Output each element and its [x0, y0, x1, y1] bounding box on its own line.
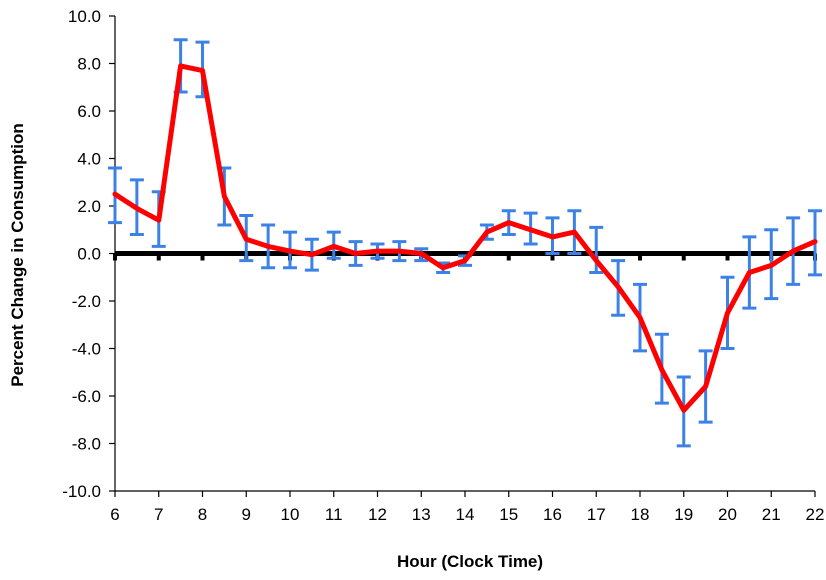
series-polyline	[112, 63, 818, 413]
x-tick-label: 10	[281, 505, 300, 524]
error-bar	[589, 225, 604, 274]
y-tick-label: -4.0	[72, 340, 101, 359]
y-axis: -10.0 -8.0 -6.0 -4.0 -2.0 0.0 2.0 4.0 6.0 8.0 10.0	[62, 7, 116, 501]
x-tick-label: 6	[110, 505, 119, 524]
y-tick-label: 2.0	[77, 197, 101, 216]
x-tick-label: 7	[154, 505, 163, 524]
x-tick-label: 12	[368, 505, 387, 524]
y-tick-label: 0.0	[77, 245, 101, 264]
y-tick-label: -6.0	[72, 387, 101, 406]
x-tick-label: 13	[412, 505, 431, 524]
y-tick-label: 8.0	[77, 55, 101, 74]
x-tick-label: 15	[499, 505, 518, 524]
error-bars	[108, 38, 822, 448]
y-axis-title: Percent Change in Consumption	[8, 123, 27, 387]
x-tick-label: 16	[543, 505, 562, 524]
x-tick-label: 21	[762, 505, 781, 524]
x-tick-label: 19	[674, 505, 693, 524]
y-tick-label: -10.0	[62, 482, 101, 501]
y-tick-label: -8.0	[72, 435, 101, 454]
x-tick-label: 18	[631, 505, 650, 524]
x-axis-title: Hour (Clock Time)	[397, 552, 543, 571]
x-tick-label: 9	[242, 505, 251, 524]
x-tick-label: 20	[718, 505, 737, 524]
x-tick-label: 8	[198, 505, 207, 524]
x-tick-label: 22	[806, 505, 825, 524]
y-tick-label: -2.0	[72, 292, 101, 311]
x-tick-label: 11	[325, 505, 343, 524]
series-line	[112, 63, 818, 413]
y-tick-label: 10.0	[68, 7, 101, 26]
x-tick-label: 14	[456, 505, 475, 524]
x-axis: 6 7 8 9 10 11 12 13 14 15 16 17 18 19 20 21 22	[110, 251, 825, 524]
x-tick-label: 17	[587, 505, 606, 524]
y-tick-label: 6.0	[77, 102, 101, 121]
y-tick-label: 4.0	[77, 150, 101, 169]
